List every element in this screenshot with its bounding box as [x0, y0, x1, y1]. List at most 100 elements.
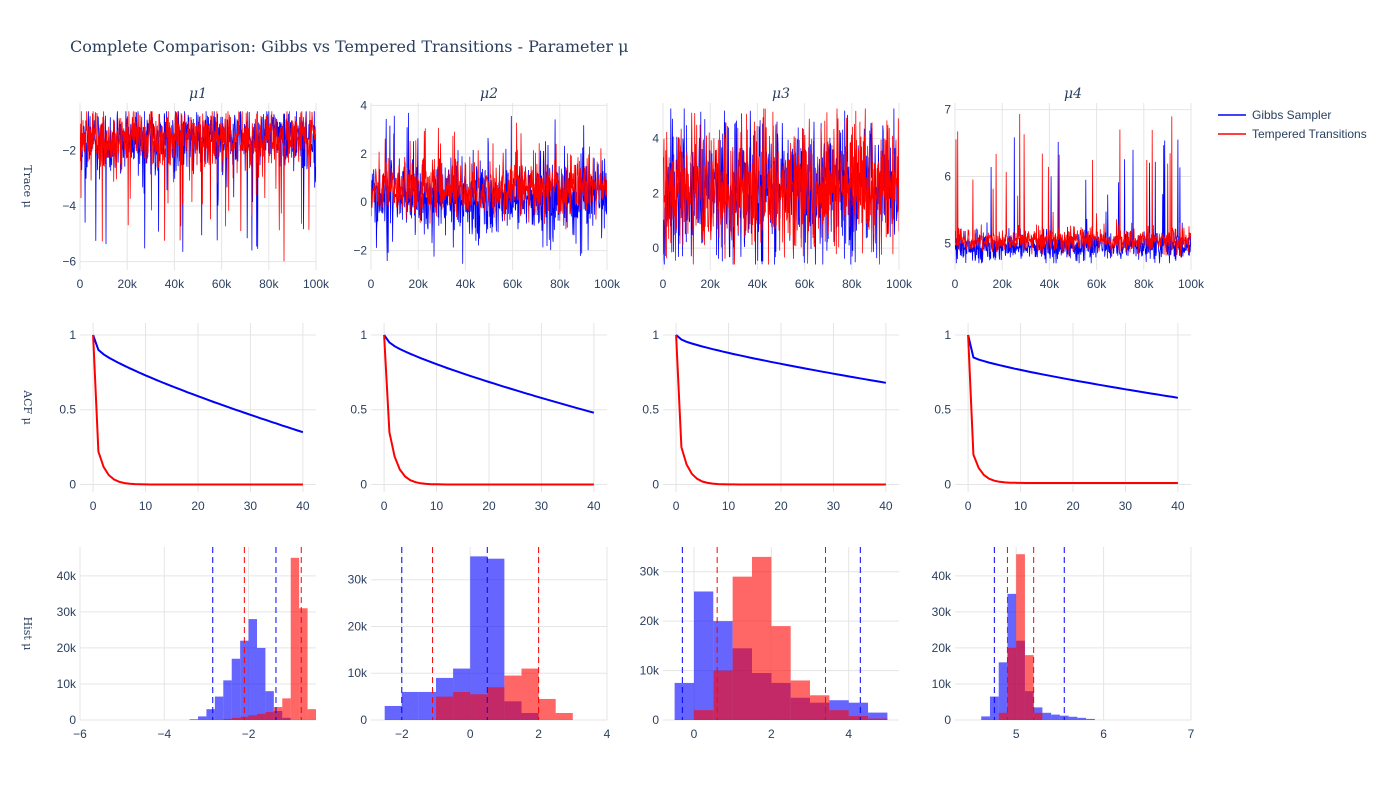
- hist-bar-gibbs: [1077, 717, 1087, 720]
- hist-bar-gibbs: [487, 558, 505, 720]
- x-tick-label: 80k: [1134, 277, 1154, 291]
- legend-label: Gibbs Sampler: [1252, 108, 1331, 122]
- hist-bar-tempered: [231, 717, 241, 720]
- legend-item-tempered[interactable]: Tempered Transitions: [1218, 127, 1367, 141]
- y-tick-label: 6: [944, 169, 951, 183]
- y-tick-label: 0: [360, 713, 367, 727]
- hist-bar-tempered: [810, 695, 830, 720]
- hist-bar-tempered: [693, 710, 714, 720]
- subplot-title-1: μ1: [189, 86, 207, 102]
- plot-area: [80, 111, 316, 262]
- y-tick-label: 0: [69, 713, 76, 727]
- hist-bar-gibbs: [693, 591, 714, 720]
- hist-bar-tempered: [829, 710, 849, 720]
- hist-bar-tempered: [713, 670, 733, 720]
- x-tick-label: 40: [879, 499, 893, 513]
- hist-bar-tempered: [868, 718, 888, 720]
- y-tick-label: −2: [353, 244, 367, 258]
- acf-line-tempered: [383, 334, 594, 486]
- x-tick-label: 20k: [701, 277, 721, 291]
- subplot-trace-4: 5 6 7 0 20k 40k 60k 80k 100k μ4: [944, 86, 1205, 291]
- hist-bar-tempered: [487, 687, 505, 720]
- hist-bar-tempered: [282, 698, 291, 720]
- hist-bar-gibbs: [470, 556, 488, 720]
- x-tick-label: 40: [587, 499, 601, 513]
- x-tick-label: 80k: [842, 277, 862, 291]
- y-tick-label: 0: [944, 713, 951, 727]
- hist-bar-tempered: [998, 712, 1008, 720]
- hist-bar-tempered: [732, 576, 752, 720]
- hist-bar-gibbs: [981, 716, 990, 720]
- acf-line-gibbs: [967, 334, 1179, 399]
- y-tick-label: 1: [652, 328, 659, 342]
- hist-bar-tempered: [790, 680, 811, 720]
- x-tick-label: 0: [381, 499, 388, 513]
- y-tick-label: −6: [62, 255, 76, 269]
- hist-bar-tempered: [848, 716, 869, 720]
- plot-area: [674, 547, 888, 720]
- y-tick-label: 0.5: [350, 403, 367, 417]
- subplot-hist-4: 0 10k 20k 30k 40k 5 6 7: [932, 547, 1195, 741]
- plot-area: [955, 113, 1191, 264]
- hist-bar-tempered: [307, 709, 316, 720]
- plot-area: [92, 334, 304, 486]
- hist-bar-tempered: [521, 668, 539, 720]
- hist-bar-gibbs: [214, 696, 224, 720]
- y-tick-label: 2: [360, 147, 367, 161]
- y-tick-label: 20k: [348, 619, 368, 633]
- x-tick-label: 60k: [795, 277, 815, 291]
- y-tick-label: 0: [69, 478, 76, 492]
- acf-line-gibbs: [675, 334, 887, 384]
- hist-bar-gibbs: [257, 647, 266, 720]
- subplot-acf-2: 00.510 10 20 30 40: [350, 323, 607, 513]
- y-tick-label: −4: [62, 199, 76, 213]
- x-tick-label: 6: [1100, 727, 1107, 741]
- hist-bar-gibbs: [998, 662, 1008, 720]
- legend[interactable]: Gibbs Sampler Tempered Transitions: [1218, 108, 1367, 141]
- hist-bar-gibbs: [1051, 714, 1060, 720]
- hist-bar-tempered: [273, 707, 283, 720]
- x-tick-label: 20k: [993, 277, 1013, 291]
- x-tick-label: 100k: [594, 277, 621, 291]
- plot-area: [384, 547, 573, 720]
- y-tick-label: 0: [944, 478, 951, 492]
- x-tick-label: 5: [1013, 727, 1020, 741]
- hist-bar-gibbs: [198, 716, 207, 720]
- hist-bar-gibbs: [231, 658, 241, 720]
- y-tick-label: 20k: [640, 614, 660, 628]
- x-tick-label: −2: [242, 727, 256, 741]
- y-tick-label: 10k: [640, 664, 660, 678]
- subplot-hist-1: 0 10k 20k 30k 40k −6 −4 −2: [57, 547, 316, 741]
- plot-area: [189, 547, 316, 720]
- y-tick-label: 4: [360, 98, 367, 112]
- hist-bar-gibbs: [848, 702, 869, 720]
- x-tick-label: 100k: [1178, 277, 1205, 291]
- subplot-title-3: μ3: [772, 86, 790, 102]
- y-tick-label: 7: [944, 103, 951, 117]
- plot-area: [675, 334, 887, 486]
- y-tick-label: 0: [652, 478, 659, 492]
- x-tick-label: 10: [139, 499, 153, 513]
- x-tick-label: 20: [191, 499, 205, 513]
- trace-line-tempered: [80, 111, 316, 262]
- hist-bar-tempered: [751, 556, 772, 720]
- hist-bar-tempered: [290, 557, 300, 720]
- y-tick-label: 0: [652, 241, 659, 255]
- hist-bar-gibbs: [674, 682, 694, 720]
- trace-line-tempered: [663, 108, 899, 265]
- x-tick-label: 2: [768, 727, 775, 741]
- subplot-acf-1: 00.510 10 20 30 40: [59, 323, 316, 513]
- subplot-acf-3: 00.510 10 20 30 40: [642, 323, 899, 513]
- x-tick-label: 100k: [303, 277, 330, 291]
- legend-item-gibbs[interactable]: Gibbs Sampler: [1218, 108, 1331, 122]
- x-tick-label: 2: [535, 727, 542, 741]
- y-tick-label: 0: [360, 195, 367, 209]
- trace-line-tempered: [371, 122, 607, 233]
- subplot-title-2: μ2: [480, 86, 498, 102]
- x-tick-label: 0: [660, 277, 667, 291]
- plot-area: [981, 547, 1095, 720]
- x-tick-label: 40k: [748, 277, 768, 291]
- x-tick-label: 4: [604, 727, 611, 741]
- y-tick-label: 5: [944, 236, 951, 250]
